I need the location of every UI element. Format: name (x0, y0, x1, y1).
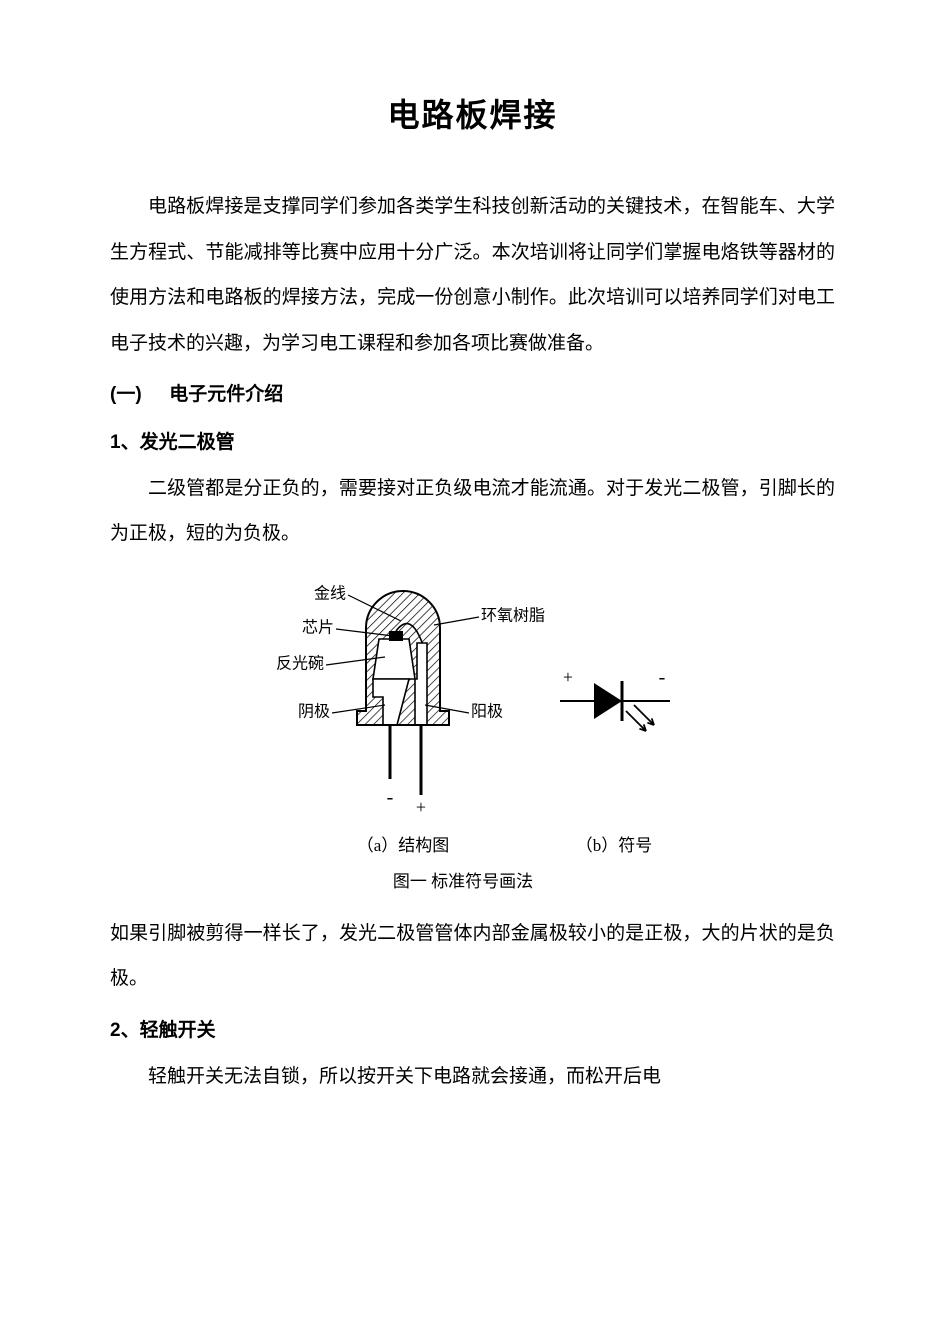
page-title: 电路板焊接 (110, 90, 835, 136)
svg-text:+: + (415, 797, 425, 817)
item-1-heading: 1、发光二极管 (110, 420, 835, 466)
svg-text:（b）符号: （b）符号 (575, 836, 652, 855)
item-2-paragraph-1: 轻触开关无法自锁，所以按开关下电路就会接通，而松开后电 (110, 1054, 835, 1100)
svg-text:+: + (562, 667, 572, 687)
item-2-number: 2、 (110, 1020, 140, 1041)
section-1-title: 电子元件介绍 (169, 384, 283, 405)
led-diagram: - + 金线芯片反光碗阴极 阳极 环氧树脂 （a）结构图 + - （b）符号图一 标准符号画法 (238, 571, 708, 901)
svg-text:-: - (658, 666, 665, 688)
item-1-title: 发光二极管 (140, 432, 235, 453)
svg-text:金线: 金线 (313, 584, 345, 602)
item-1-number: 1、 (110, 432, 140, 453)
item-1-paragraph-1: 二级管都是分正负的，需要接对正负级电流才能流通。对于发光二极管，引脚长的为正极，… (110, 466, 835, 557)
svg-text:环氧树脂: 环氧树脂 (481, 606, 545, 624)
svg-text:阴极: 阴极 (297, 702, 329, 720)
svg-text:（a）结构图: （a）结构图 (356, 836, 449, 855)
svg-text:-: - (386, 786, 393, 808)
item-2-heading: 2、轻触开关 (110, 1008, 835, 1054)
item-2-title: 轻触开关 (140, 1020, 216, 1041)
item-1-paragraph-2: 如果引脚被剪得一样长了，发光二极管管体内部金属极较小的是正极，大的片状的是负极。 (110, 911, 835, 1002)
svg-text:图一 标准符号画法: 图一 标准符号画法 (392, 872, 532, 891)
intro-paragraph: 电路板焊接是支撑同学们参加各类学生科技创新活动的关键技术，在智能车、大学生方程式… (110, 184, 835, 366)
section-1-number: (一) (110, 372, 164, 418)
svg-text:阳极: 阳极 (471, 702, 503, 720)
section-1-heading: (一) 电子元件介绍 (110, 372, 835, 418)
figure-1: - + 金线芯片反光碗阴极 阳极 环氧树脂 （a）结构图 + - （b）符号图一 标准符号画法 (110, 571, 835, 901)
svg-text:反光碗: 反光碗 (275, 654, 323, 672)
svg-text:芯片: 芯片 (301, 618, 333, 636)
